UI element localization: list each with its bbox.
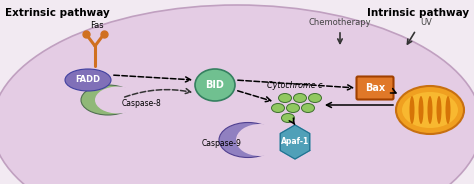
Text: Caspase-9: Caspase-9 (202, 139, 242, 148)
Ellipse shape (65, 69, 111, 91)
Ellipse shape (286, 103, 300, 112)
Ellipse shape (195, 69, 235, 101)
Ellipse shape (95, 86, 141, 114)
Ellipse shape (236, 124, 284, 156)
Ellipse shape (410, 96, 414, 124)
Ellipse shape (282, 114, 294, 123)
Ellipse shape (446, 96, 450, 124)
Text: Extrinsic pathway: Extrinsic pathway (5, 8, 110, 18)
Ellipse shape (396, 86, 464, 134)
Text: BID: BID (206, 80, 224, 90)
Text: Intrinsic pathway: Intrinsic pathway (367, 8, 469, 18)
Ellipse shape (272, 103, 284, 112)
Ellipse shape (428, 96, 432, 124)
Polygon shape (280, 125, 310, 159)
Ellipse shape (293, 93, 307, 102)
Text: Chemotherapy: Chemotherapy (309, 18, 371, 27)
Ellipse shape (419, 96, 423, 124)
Ellipse shape (81, 85, 135, 115)
Text: Bax: Bax (365, 83, 385, 93)
Ellipse shape (402, 92, 458, 128)
Text: Cytochrome c: Cytochrome c (267, 81, 322, 90)
FancyBboxPatch shape (356, 77, 393, 100)
Ellipse shape (309, 93, 321, 102)
Ellipse shape (0, 5, 474, 184)
Text: Fas: Fas (90, 21, 104, 30)
Ellipse shape (301, 103, 315, 112)
Text: Apaf-1: Apaf-1 (281, 137, 309, 146)
Ellipse shape (219, 123, 277, 158)
Ellipse shape (279, 93, 292, 102)
Ellipse shape (437, 96, 441, 124)
Text: Caspase-8: Caspase-8 (122, 98, 162, 107)
Text: UV: UV (420, 18, 432, 27)
Text: FADD: FADD (75, 75, 100, 84)
